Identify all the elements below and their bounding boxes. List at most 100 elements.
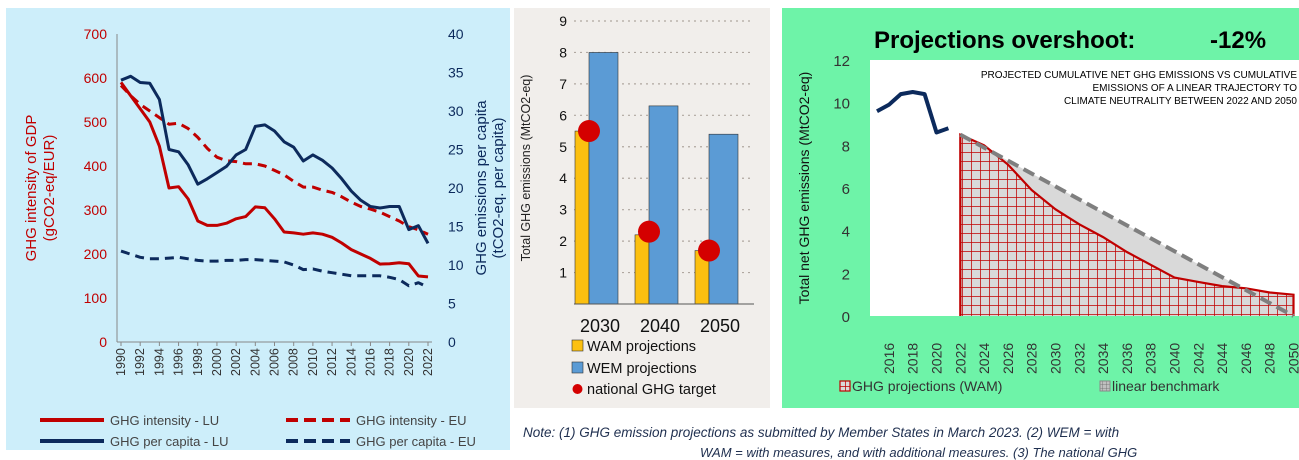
intensity-x-tick-label: 2012: [325, 348, 339, 376]
overshoot-legend: GHG projections (WAM) linear benchmark: [840, 378, 1220, 394]
overshoot-x-tick-label: 2024: [976, 343, 992, 374]
legend-swatch-target: [573, 384, 583, 394]
series-line-ghg-per-capita-eu: [121, 251, 428, 287]
overshoot-title: Projections overshoot:: [874, 27, 1135, 54]
intensity-right-tick-label: 25: [448, 142, 464, 158]
legend-label-intensity-eu: GHG intensity - EU: [356, 413, 467, 428]
intensity-x-tick-label: 2018: [383, 348, 397, 376]
projections-y-tick-label: 6: [559, 107, 567, 123]
intensity-right-tick-label: 20: [448, 180, 464, 196]
projections-y-tick-label: 1: [559, 265, 567, 281]
projections-y-tick-label: 8: [559, 44, 567, 60]
overshoot-x-tick-label: 2038: [1143, 343, 1159, 374]
intensity-right-tick-label: 40: [448, 26, 464, 42]
overshoot-y-tick-label: 2: [842, 266, 850, 283]
overshoot-x-tick-label: 2040: [1167, 343, 1183, 374]
intensity-x-tick-label: 2004: [248, 348, 262, 376]
overshoot-inset-line-1: PROJECTED CUMULATIVE NET GHG EMISSIONS V…: [981, 70, 1297, 81]
intensity-left-axis-label-2: (gCO2-eq/EUR): [41, 135, 58, 242]
projections-x-tick-label: 2040: [640, 316, 680, 336]
intensity-x-tick-label: 1996: [172, 348, 186, 376]
intensity-x-tick-label: 2006: [268, 348, 282, 376]
overshoot-chart-panel: Projections overshoot: -12% PROJECTED CU…: [782, 8, 1299, 408]
projections-x-ticks: 2030 2040 2050: [580, 316, 740, 336]
overshoot-x-tick-label: 2048: [1262, 343, 1278, 374]
overshoot-y-axis-label: Total net GHG emissions (MtCO2-eq): [796, 72, 812, 305]
intensity-right-tick-label: 10: [448, 257, 464, 273]
intensity-right-tick-label: 0: [448, 334, 456, 350]
overshoot-x-tick-label: 2046: [1238, 343, 1254, 374]
projections-y-axis-label: Total GHG emissions (MtCO2-eq): [519, 75, 533, 262]
intensity-right-tick-label: 5: [448, 296, 456, 312]
series-line-ghg-intensity-eu: [121, 86, 428, 235]
projections-y-tick-label: 5: [559, 139, 567, 155]
projections-bars: [575, 52, 738, 304]
intensity-series-lines: [121, 76, 428, 287]
overshoot-y-tick-label: 10: [833, 96, 850, 113]
target-marker-2050: [698, 240, 720, 262]
intensity-left-tick-label: 400: [84, 158, 108, 174]
overshoot-x-tick-label: 2044: [1214, 343, 1230, 374]
legend-swatch-wam: [572, 340, 583, 351]
bar-wam-2030: [575, 131, 589, 304]
intensity-x-tick-label: 2022: [421, 348, 435, 376]
legend-swatch-benchmark: [1100, 381, 1110, 391]
projections-x-tick-label: 2050: [700, 316, 740, 336]
bar-wem-2050: [709, 134, 738, 304]
intensity-left-tick-label: 700: [84, 26, 108, 42]
overshoot-y-tick-label: 6: [842, 181, 850, 198]
intensity-left-tick-label: 200: [84, 246, 108, 262]
intensity-x-tick-label: 2008: [287, 348, 301, 376]
intensity-x-tick-label: 2020: [402, 348, 416, 376]
overshoot-x-tick-label: 2034: [1095, 343, 1111, 374]
intensity-x-tick-label: 1990: [114, 348, 128, 376]
projections-y-tick-label: 3: [559, 202, 567, 218]
intensity-right-axis-label-2: (tCO2-eq. per capita): [490, 118, 507, 259]
overshoot-x-tick-label: 2018: [905, 343, 921, 374]
intensity-x-tick-label: 2010: [306, 348, 320, 376]
intensity-left-tick-label: 300: [84, 202, 108, 218]
intensity-right-tick-label: 15: [448, 219, 464, 235]
intensity-legend: GHG intensity - LU GHG intensity - EU GH…: [40, 413, 476, 449]
overshoot-x-tick-label: 2022: [952, 343, 968, 374]
intensity-x-tick-label: 2014: [344, 348, 358, 376]
overshoot-x-tick-label: 2026: [1000, 343, 1016, 374]
legend-swatch-wem: [572, 362, 583, 373]
legend-label-wem: WEM projections: [587, 361, 697, 377]
overshoot-x-tick-label: 2016: [881, 343, 897, 374]
bar-wem-2040: [649, 106, 678, 304]
bar-wam-2040: [635, 235, 649, 304]
overshoot-y-tick-label: 4: [842, 224, 850, 241]
intensity-x-tick-label: 1998: [191, 348, 205, 376]
overshoot-inset-line-3: CLIMATE NEUTRALITY BETWEEN 2022 AND 2050: [1064, 96, 1297, 107]
projections-x-tick-label: 2030: [580, 316, 620, 336]
intensity-left-tick-label: 600: [84, 70, 108, 86]
legend-label-intensity-lu: GHG intensity - LU: [110, 413, 219, 428]
target-marker-2040: [638, 221, 660, 243]
overshoot-x-tick-label: 2020: [929, 343, 945, 374]
intensity-x-tick-label: 2002: [229, 348, 243, 376]
overshoot-x-tick-label: 2042: [1190, 343, 1206, 374]
intensity-x-tick-label: 1992: [133, 348, 147, 376]
overshoot-inset-line-2: EMISSIONS OF A LINEAR TRAJECTORY TO: [1092, 83, 1297, 94]
projections-y-tick-label: 4: [559, 170, 567, 186]
projections-legend: WAM projections WEM projections national…: [572, 339, 716, 398]
legend-label-benchmark: linear benchmark: [1112, 378, 1220, 394]
footnote: Note: (1) GHG emission projections as su…: [523, 425, 1299, 440]
overshoot-chart-svg: Projections overshoot: -12% PROJECTED CU…: [782, 8, 1299, 408]
intensity-left-tick-label: 100: [84, 290, 108, 306]
overshoot-y-tick-label: 12: [833, 53, 850, 70]
target-marker-2030: [578, 120, 600, 142]
projections-y-tick-label: 7: [559, 76, 567, 92]
series-line-ghg-intensity-lu: [121, 82, 428, 277]
